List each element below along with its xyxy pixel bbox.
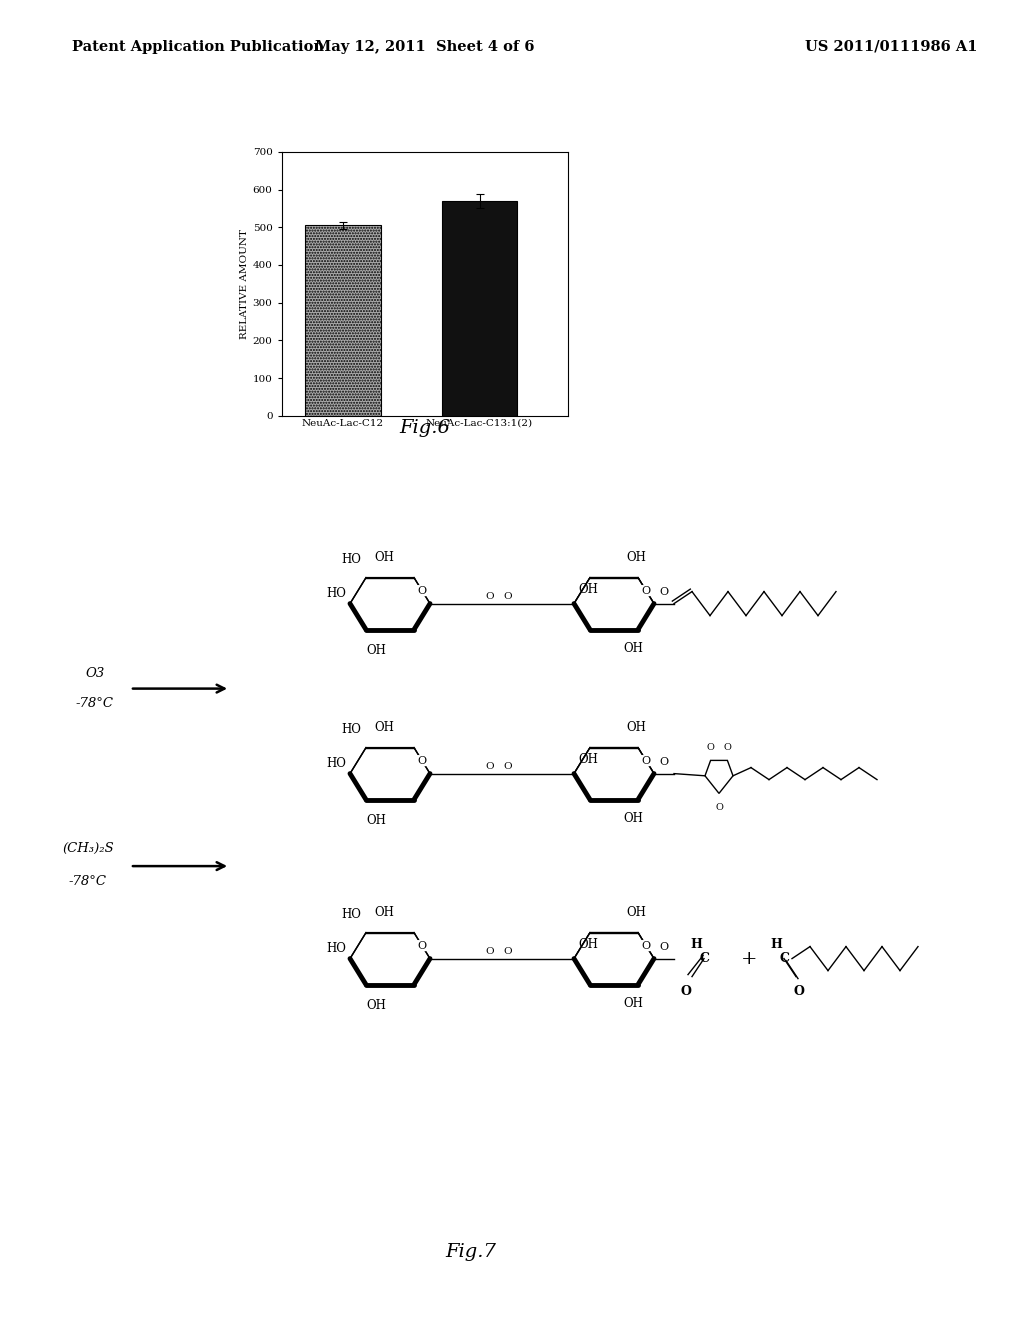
Text: O: O xyxy=(794,985,805,998)
Text: O: O xyxy=(659,586,669,597)
Text: H: H xyxy=(690,939,701,952)
Text: O: O xyxy=(485,591,495,601)
Text: OH: OH xyxy=(578,937,598,950)
Polygon shape xyxy=(350,933,430,985)
Polygon shape xyxy=(350,578,430,630)
Text: Patent Application Publication: Patent Application Publication xyxy=(72,40,324,54)
Text: Fig.7: Fig.7 xyxy=(445,1242,497,1261)
Polygon shape xyxy=(574,747,654,800)
Text: OH: OH xyxy=(623,642,643,655)
Text: O: O xyxy=(641,586,650,595)
Text: O: O xyxy=(659,756,669,767)
Polygon shape xyxy=(574,578,654,630)
Text: OH: OH xyxy=(623,997,643,1010)
Text: OH: OH xyxy=(366,644,386,656)
Text: OH: OH xyxy=(374,721,394,734)
Text: O: O xyxy=(659,941,669,952)
Text: OH: OH xyxy=(366,999,386,1011)
Text: HO: HO xyxy=(326,942,346,956)
Text: HO: HO xyxy=(326,587,346,601)
Text: C: C xyxy=(779,952,790,965)
Text: O: O xyxy=(485,946,495,956)
Text: O: O xyxy=(485,762,495,771)
Bar xyxy=(442,201,517,416)
Text: OH: OH xyxy=(626,906,646,919)
Text: HO: HO xyxy=(341,908,361,920)
Polygon shape xyxy=(574,747,654,800)
Text: O: O xyxy=(641,755,650,766)
Polygon shape xyxy=(705,760,733,793)
Text: -78°C: -78°C xyxy=(76,697,114,710)
Text: +: + xyxy=(740,949,758,968)
Text: O: O xyxy=(715,804,723,812)
Text: O3: O3 xyxy=(85,667,104,680)
Text: O: O xyxy=(504,762,512,771)
Text: O: O xyxy=(681,985,691,998)
Text: OH: OH xyxy=(578,582,598,595)
Polygon shape xyxy=(574,933,654,985)
Polygon shape xyxy=(574,578,654,630)
Text: HO: HO xyxy=(341,722,361,735)
Text: OH: OH xyxy=(578,752,598,766)
Text: OH: OH xyxy=(626,721,646,734)
Text: O: O xyxy=(504,946,512,956)
Bar xyxy=(305,226,381,416)
Text: O: O xyxy=(418,586,427,595)
Text: May 12, 2011  Sheet 4 of 6: May 12, 2011 Sheet 4 of 6 xyxy=(315,40,535,54)
Text: OH: OH xyxy=(626,550,646,564)
Text: OH: OH xyxy=(374,550,394,564)
Text: O: O xyxy=(418,941,427,950)
Text: OH: OH xyxy=(366,813,386,826)
Text: US 2011/0111986 A1: US 2011/0111986 A1 xyxy=(805,40,977,54)
Text: HO: HO xyxy=(341,553,361,565)
Text: O: O xyxy=(641,941,650,950)
Polygon shape xyxy=(350,747,430,800)
Text: O: O xyxy=(418,755,427,766)
Text: -78°C: -78°C xyxy=(69,875,106,887)
Text: Fig.6: Fig.6 xyxy=(399,418,451,437)
Text: C: C xyxy=(699,952,709,965)
Text: H: H xyxy=(770,939,782,952)
Polygon shape xyxy=(574,933,654,985)
Text: (CH₃)₂S: (CH₃)₂S xyxy=(62,842,114,854)
Text: O: O xyxy=(707,743,715,752)
Text: O: O xyxy=(504,591,512,601)
Text: O: O xyxy=(724,743,731,752)
Text: OH: OH xyxy=(374,906,394,919)
Y-axis label: RELATIVE AMOUNT: RELATIVE AMOUNT xyxy=(240,228,249,339)
Text: HO: HO xyxy=(326,758,346,770)
Text: OH: OH xyxy=(623,812,643,825)
